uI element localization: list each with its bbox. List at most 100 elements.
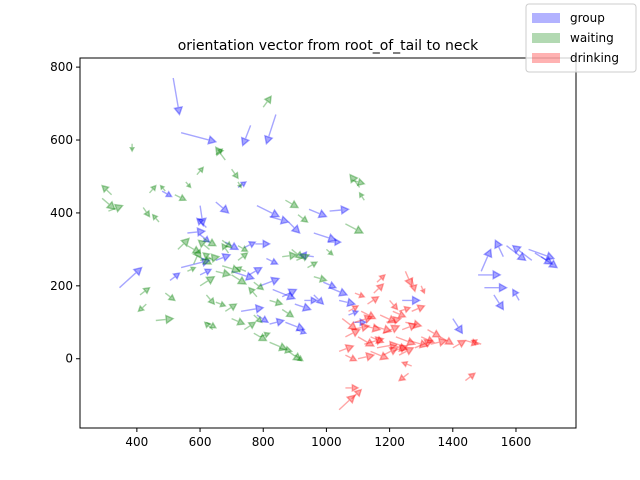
- group-arrow: [478, 269, 502, 280]
- waiting-arrow: [187, 266, 197, 273]
- waiting-series: [101, 95, 366, 362]
- group-arrow: [269, 317, 286, 327]
- y-tick-label: 0: [65, 352, 73, 366]
- waiting-arrow: [224, 303, 238, 312]
- drinking-arrow: [345, 328, 361, 338]
- waiting-arrow: [351, 177, 366, 187]
- arrows-layer: [101, 77, 559, 411]
- waiting-arrow: [325, 248, 334, 256]
- drinking-arrow: [397, 372, 410, 382]
- x-tick-label: 1000: [311, 435, 342, 449]
- waiting-arrow: [231, 274, 248, 285]
- y-axis: 0 200 400 600 800: [50, 60, 80, 366]
- drinking-arrow: [414, 338, 434, 349]
- drinking-arrow: [400, 360, 412, 368]
- waiting-arrow: [278, 345, 294, 354]
- drinking-arrow: [392, 344, 409, 354]
- waiting-arrow: [345, 223, 365, 234]
- waiting-arrow: [236, 181, 242, 189]
- group-arrow: [199, 234, 211, 243]
- group-arrow: [402, 295, 422, 306]
- group-arrow: [304, 296, 319, 305]
- drinking-arrow: [405, 319, 423, 330]
- waiting-arrow: [313, 274, 328, 283]
- drinking-arrow: [382, 346, 399, 356]
- group-arrow: [187, 226, 207, 237]
- drinking-arrow: [411, 304, 426, 313]
- waiting-arrow: [297, 214, 309, 223]
- drinking-arrow: [470, 338, 482, 346]
- group-arrow: [329, 287, 349, 297]
- drinking-arrow: [398, 346, 415, 356]
- drinking-arrow: [392, 309, 407, 319]
- drinking-arrow: [348, 305, 360, 313]
- legend-box: [525, 3, 637, 73]
- group-arrow: [528, 248, 556, 261]
- group-arrow: [180, 132, 218, 145]
- group-arrow: [172, 77, 184, 116]
- group-arrow: [169, 272, 181, 281]
- y-tick-label: 400: [50, 206, 73, 220]
- waiting-arrow: [285, 199, 300, 209]
- group-arrow: [540, 256, 559, 269]
- group-arrow: [256, 314, 270, 324]
- drinking-arrow: [419, 285, 426, 295]
- waiting-legend-label: waiting: [570, 31, 614, 45]
- drinking-arrow: [383, 324, 401, 334]
- waiting-arrow: [199, 275, 216, 287]
- waiting-arrow: [288, 350, 303, 362]
- waiting-arrow: [215, 268, 232, 278]
- waiting-arrow: [282, 251, 298, 261]
- x-axis: 400 600 800 1000 1200 1400 1600: [125, 428, 531, 449]
- drinking-arrow: [464, 372, 477, 382]
- drinking-arrow: [395, 336, 417, 347]
- waiting-arrow: [177, 237, 191, 250]
- y-tick-label: 200: [50, 279, 73, 293]
- drinking-arrow: [345, 354, 358, 362]
- legend: group waiting drinking: [525, 3, 637, 73]
- group-arrow: [313, 232, 338, 243]
- group-arrow: [328, 237, 343, 247]
- waiting-arrow: [243, 321, 257, 331]
- group-arrow: [256, 204, 281, 218]
- waiting-arrow: [269, 341, 289, 352]
- group-arrow: [259, 276, 281, 287]
- drinking-arrow: [357, 351, 376, 362]
- drinking-arrow: [401, 322, 418, 332]
- group-arrow: [348, 309, 360, 317]
- group-arrow: [269, 215, 290, 225]
- drinking-arrow: [373, 282, 385, 294]
- group-legend-swatch: [532, 13, 560, 23]
- drinking-arrow: [351, 388, 363, 400]
- waiting-arrow: [101, 184, 113, 196]
- waiting-arrow: [185, 181, 192, 189]
- waiting-arrow: [296, 253, 311, 262]
- group-arrow: [480, 248, 493, 272]
- waiting-arrow: [148, 184, 157, 194]
- waiting-arrow: [203, 321, 214, 331]
- drinking-series: [338, 271, 482, 411]
- waiting-arrow: [174, 193, 188, 202]
- drinking-arrow: [386, 315, 403, 326]
- y-tick-label: 600: [50, 133, 73, 147]
- waiting-arrow: [164, 292, 176, 302]
- group-arrow: [240, 125, 252, 147]
- group-arrow: [248, 266, 263, 276]
- waiting-arrow: [291, 248, 304, 260]
- waiting-arrow: [253, 281, 265, 291]
- group-arrow: [484, 282, 508, 293]
- group-arrow: [493, 294, 505, 311]
- group-arrow: [511, 244, 533, 261]
- waiting-arrow: [196, 166, 205, 176]
- group-arrow: [161, 190, 173, 198]
- group-arrow: [512, 288, 520, 301]
- waiting-arrow: [194, 254, 213, 265]
- waiting-arrow: [248, 286, 258, 298]
- x-tick-label: 1600: [501, 435, 532, 449]
- drinking-arrow: [376, 273, 386, 283]
- group-arrow: [308, 208, 328, 219]
- waiting-arrow: [262, 95, 272, 108]
- drinking-legend-swatch: [532, 53, 560, 63]
- waiting-arrow: [294, 354, 304, 362]
